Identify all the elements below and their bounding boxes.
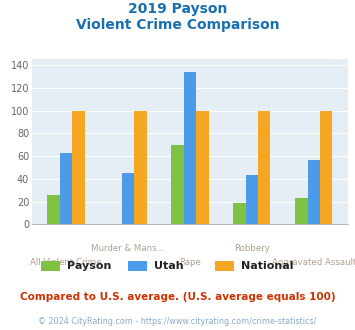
Bar — [48, 195, 60, 224]
Bar — [196, 111, 208, 224]
Bar — [295, 198, 308, 224]
Text: © 2024 CityRating.com - https://www.cityrating.com/crime-statistics/: © 2024 CityRating.com - https://www.city… — [38, 317, 317, 326]
Text: Aggravated Assault: Aggravated Assault — [272, 258, 355, 267]
Bar — [308, 159, 320, 224]
Bar — [258, 111, 271, 224]
Bar — [320, 111, 332, 224]
Text: Robbery: Robbery — [234, 244, 270, 253]
Bar — [246, 176, 258, 224]
Text: All Violent Crime: All Violent Crime — [30, 258, 102, 267]
Text: Violent Crime Comparison: Violent Crime Comparison — [76, 18, 279, 32]
Bar — [122, 173, 134, 224]
Text: Murder & Mans...: Murder & Mans... — [91, 244, 165, 253]
Text: Rape: Rape — [179, 258, 201, 267]
Text: 2019 Payson: 2019 Payson — [128, 2, 227, 16]
Bar — [60, 153, 72, 224]
Text: Compared to U.S. average. (U.S. average equals 100): Compared to U.S. average. (U.S. average … — [20, 292, 335, 302]
Text: National: National — [241, 261, 293, 271]
Text: Utah: Utah — [154, 261, 183, 271]
Bar — [184, 72, 196, 224]
Bar — [134, 111, 147, 224]
Bar — [233, 203, 246, 224]
Bar — [171, 145, 184, 224]
Bar — [72, 111, 84, 224]
Text: Payson: Payson — [67, 261, 111, 271]
